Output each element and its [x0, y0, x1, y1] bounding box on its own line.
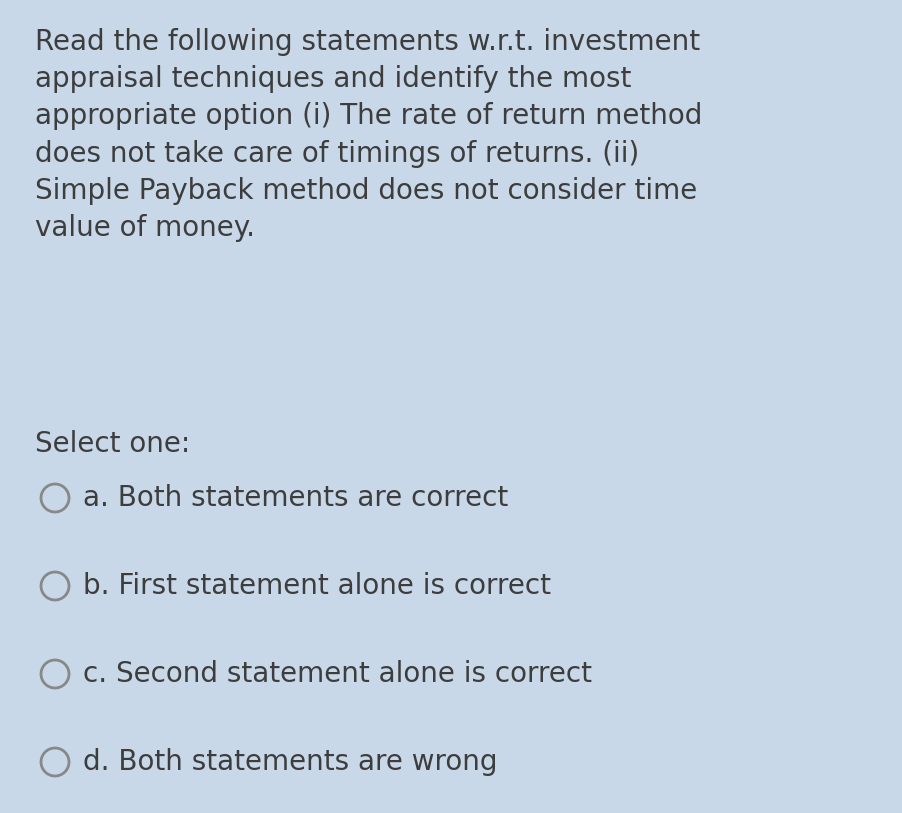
Text: d. Both statements are wrong: d. Both statements are wrong: [83, 748, 497, 776]
Circle shape: [41, 748, 69, 776]
Text: a. Both statements are correct: a. Both statements are correct: [83, 484, 508, 512]
Circle shape: [41, 484, 69, 512]
Circle shape: [41, 660, 69, 688]
Circle shape: [41, 572, 69, 600]
Text: c. Second statement alone is correct: c. Second statement alone is correct: [83, 660, 592, 688]
Text: Read the following statements w.r.t. investment
appraisal techniques and identif: Read the following statements w.r.t. inv…: [35, 28, 702, 242]
Text: b. First statement alone is correct: b. First statement alone is correct: [83, 572, 550, 600]
Text: Select one:: Select one:: [35, 430, 190, 458]
